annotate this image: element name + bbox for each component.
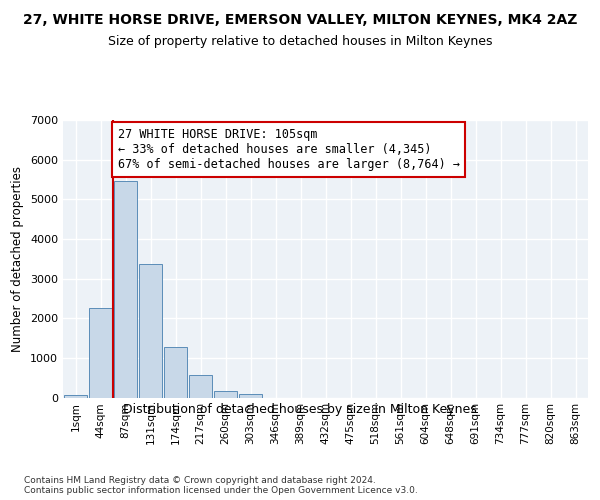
Text: 27 WHITE HORSE DRIVE: 105sqm
← 33% of detached houses are smaller (4,345)
67% of: 27 WHITE HORSE DRIVE: 105sqm ← 33% of de… [118,128,460,171]
Bar [189,374,212,398]
Bar [164,347,187,398]
Bar [89,308,112,398]
Text: 27, WHITE HORSE DRIVE, EMERSON VALLEY, MILTON KEYNES, MK4 2AZ: 27, WHITE HORSE DRIVE, EMERSON VALLEY, M… [23,12,577,26]
Bar [214,391,237,398]
Text: Contains HM Land Registry data © Crown copyright and database right 2024.
Contai: Contains HM Land Registry data © Crown c… [24,476,418,495]
Bar [239,394,262,398]
Bar [139,264,162,398]
Bar [114,182,137,398]
Text: Distribution of detached houses by size in Milton Keynes: Distribution of detached houses by size … [123,402,477,415]
Bar [64,395,87,398]
Text: Size of property relative to detached houses in Milton Keynes: Size of property relative to detached ho… [108,35,492,48]
Y-axis label: Number of detached properties: Number of detached properties [11,166,25,352]
